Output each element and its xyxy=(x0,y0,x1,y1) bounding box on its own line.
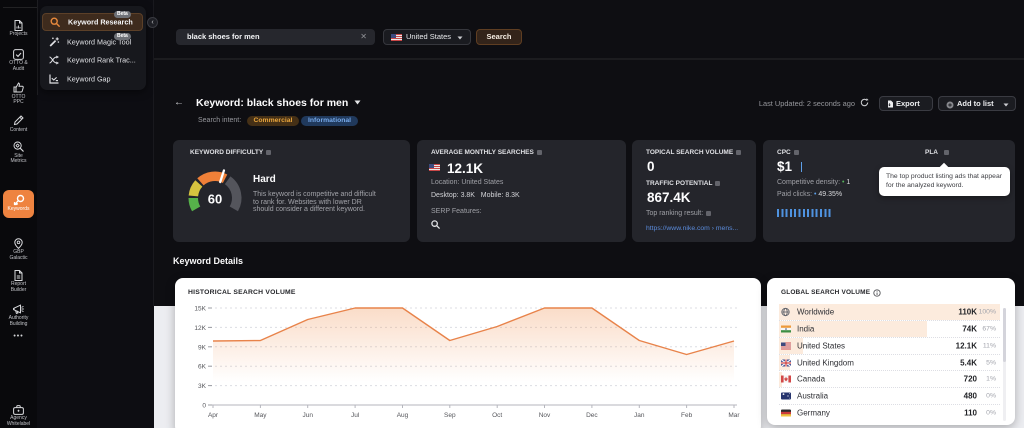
svg-text:9K: 9K xyxy=(198,344,207,351)
svg-text:Oct: Oct xyxy=(492,412,502,419)
svg-text:6K: 6K xyxy=(198,364,207,371)
svg-text:0: 0 xyxy=(202,403,206,410)
svg-text:May: May xyxy=(254,412,267,419)
svg-text:60: 60 xyxy=(208,192,222,207)
svg-text:15K: 15K xyxy=(194,306,206,313)
svg-text:Sep: Sep xyxy=(444,412,456,419)
svg-text:Jul: Jul xyxy=(351,412,360,419)
svg-text:Aug: Aug xyxy=(397,412,409,419)
svg-text:Apr: Apr xyxy=(208,412,219,419)
svg-text:Jun: Jun xyxy=(302,412,313,419)
svg-text:12K: 12K xyxy=(194,325,206,332)
svg-text:Mar: Mar xyxy=(728,412,740,419)
svg-text:Dec: Dec xyxy=(586,412,598,419)
svg-text:Feb: Feb xyxy=(681,412,693,419)
svg-text:Jan: Jan xyxy=(634,412,645,419)
svg-text:Nov: Nov xyxy=(539,412,551,419)
svg-text:3K: 3K xyxy=(198,383,207,390)
